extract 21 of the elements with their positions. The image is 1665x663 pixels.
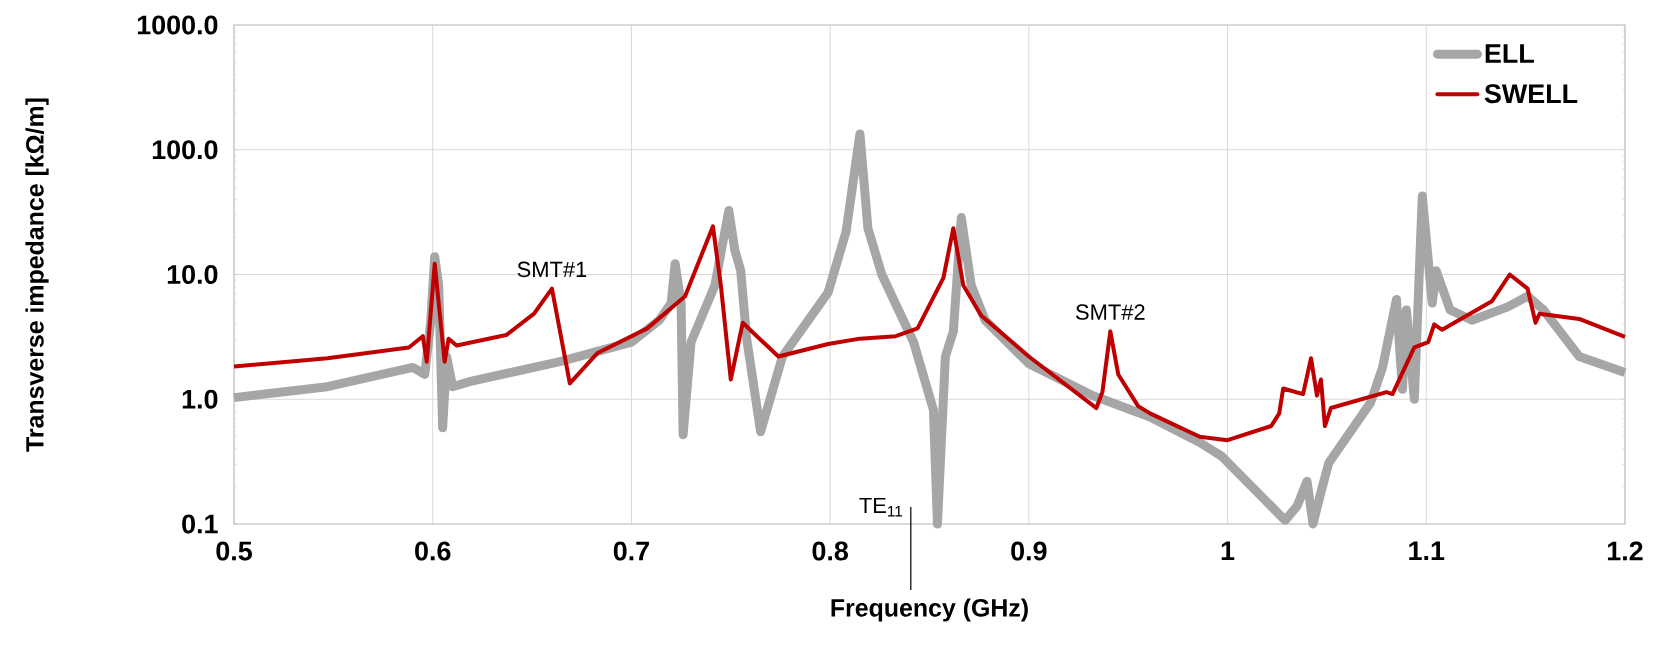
- y-tick-label: 1.0: [182, 389, 218, 409]
- x-tick-label: 0.7: [613, 541, 649, 561]
- x-tick-label: 1.1: [1409, 541, 1445, 561]
- y-tick-label: 100.0: [152, 140, 218, 160]
- y-tick-label: 10.0: [167, 264, 218, 285]
- x-tick-label: 0.8: [812, 541, 849, 561]
- legend-label: SWELL: [1484, 84, 1578, 104]
- line-series: [232, 224, 1627, 443]
- x-tick-label: 1: [1221, 541, 1235, 561]
- x-tick-label: 0.6: [415, 541, 451, 561]
- y-axis-title: Transverse impedance [kΩ/m]: [25, 98, 49, 452]
- annotation: SMT#2: [1075, 304, 1145, 320]
- y-tick-label: 1000.0: [137, 15, 218, 35]
- x-tick-label: 0.5: [216, 541, 252, 561]
- x-axis-title: Frequency (GHz): [831, 598, 1028, 622]
- annotation: SMT#1: [517, 261, 587, 278]
- x-tick-label: 1.2: [1607, 541, 1643, 561]
- legend-label: ELL: [1485, 44, 1534, 63]
- y-tick-label: 0.1: [182, 514, 218, 534]
- ref-line-label: TE$_{11}$: [859, 497, 903, 517]
- x-tick-label: 0.9: [1011, 541, 1047, 561]
